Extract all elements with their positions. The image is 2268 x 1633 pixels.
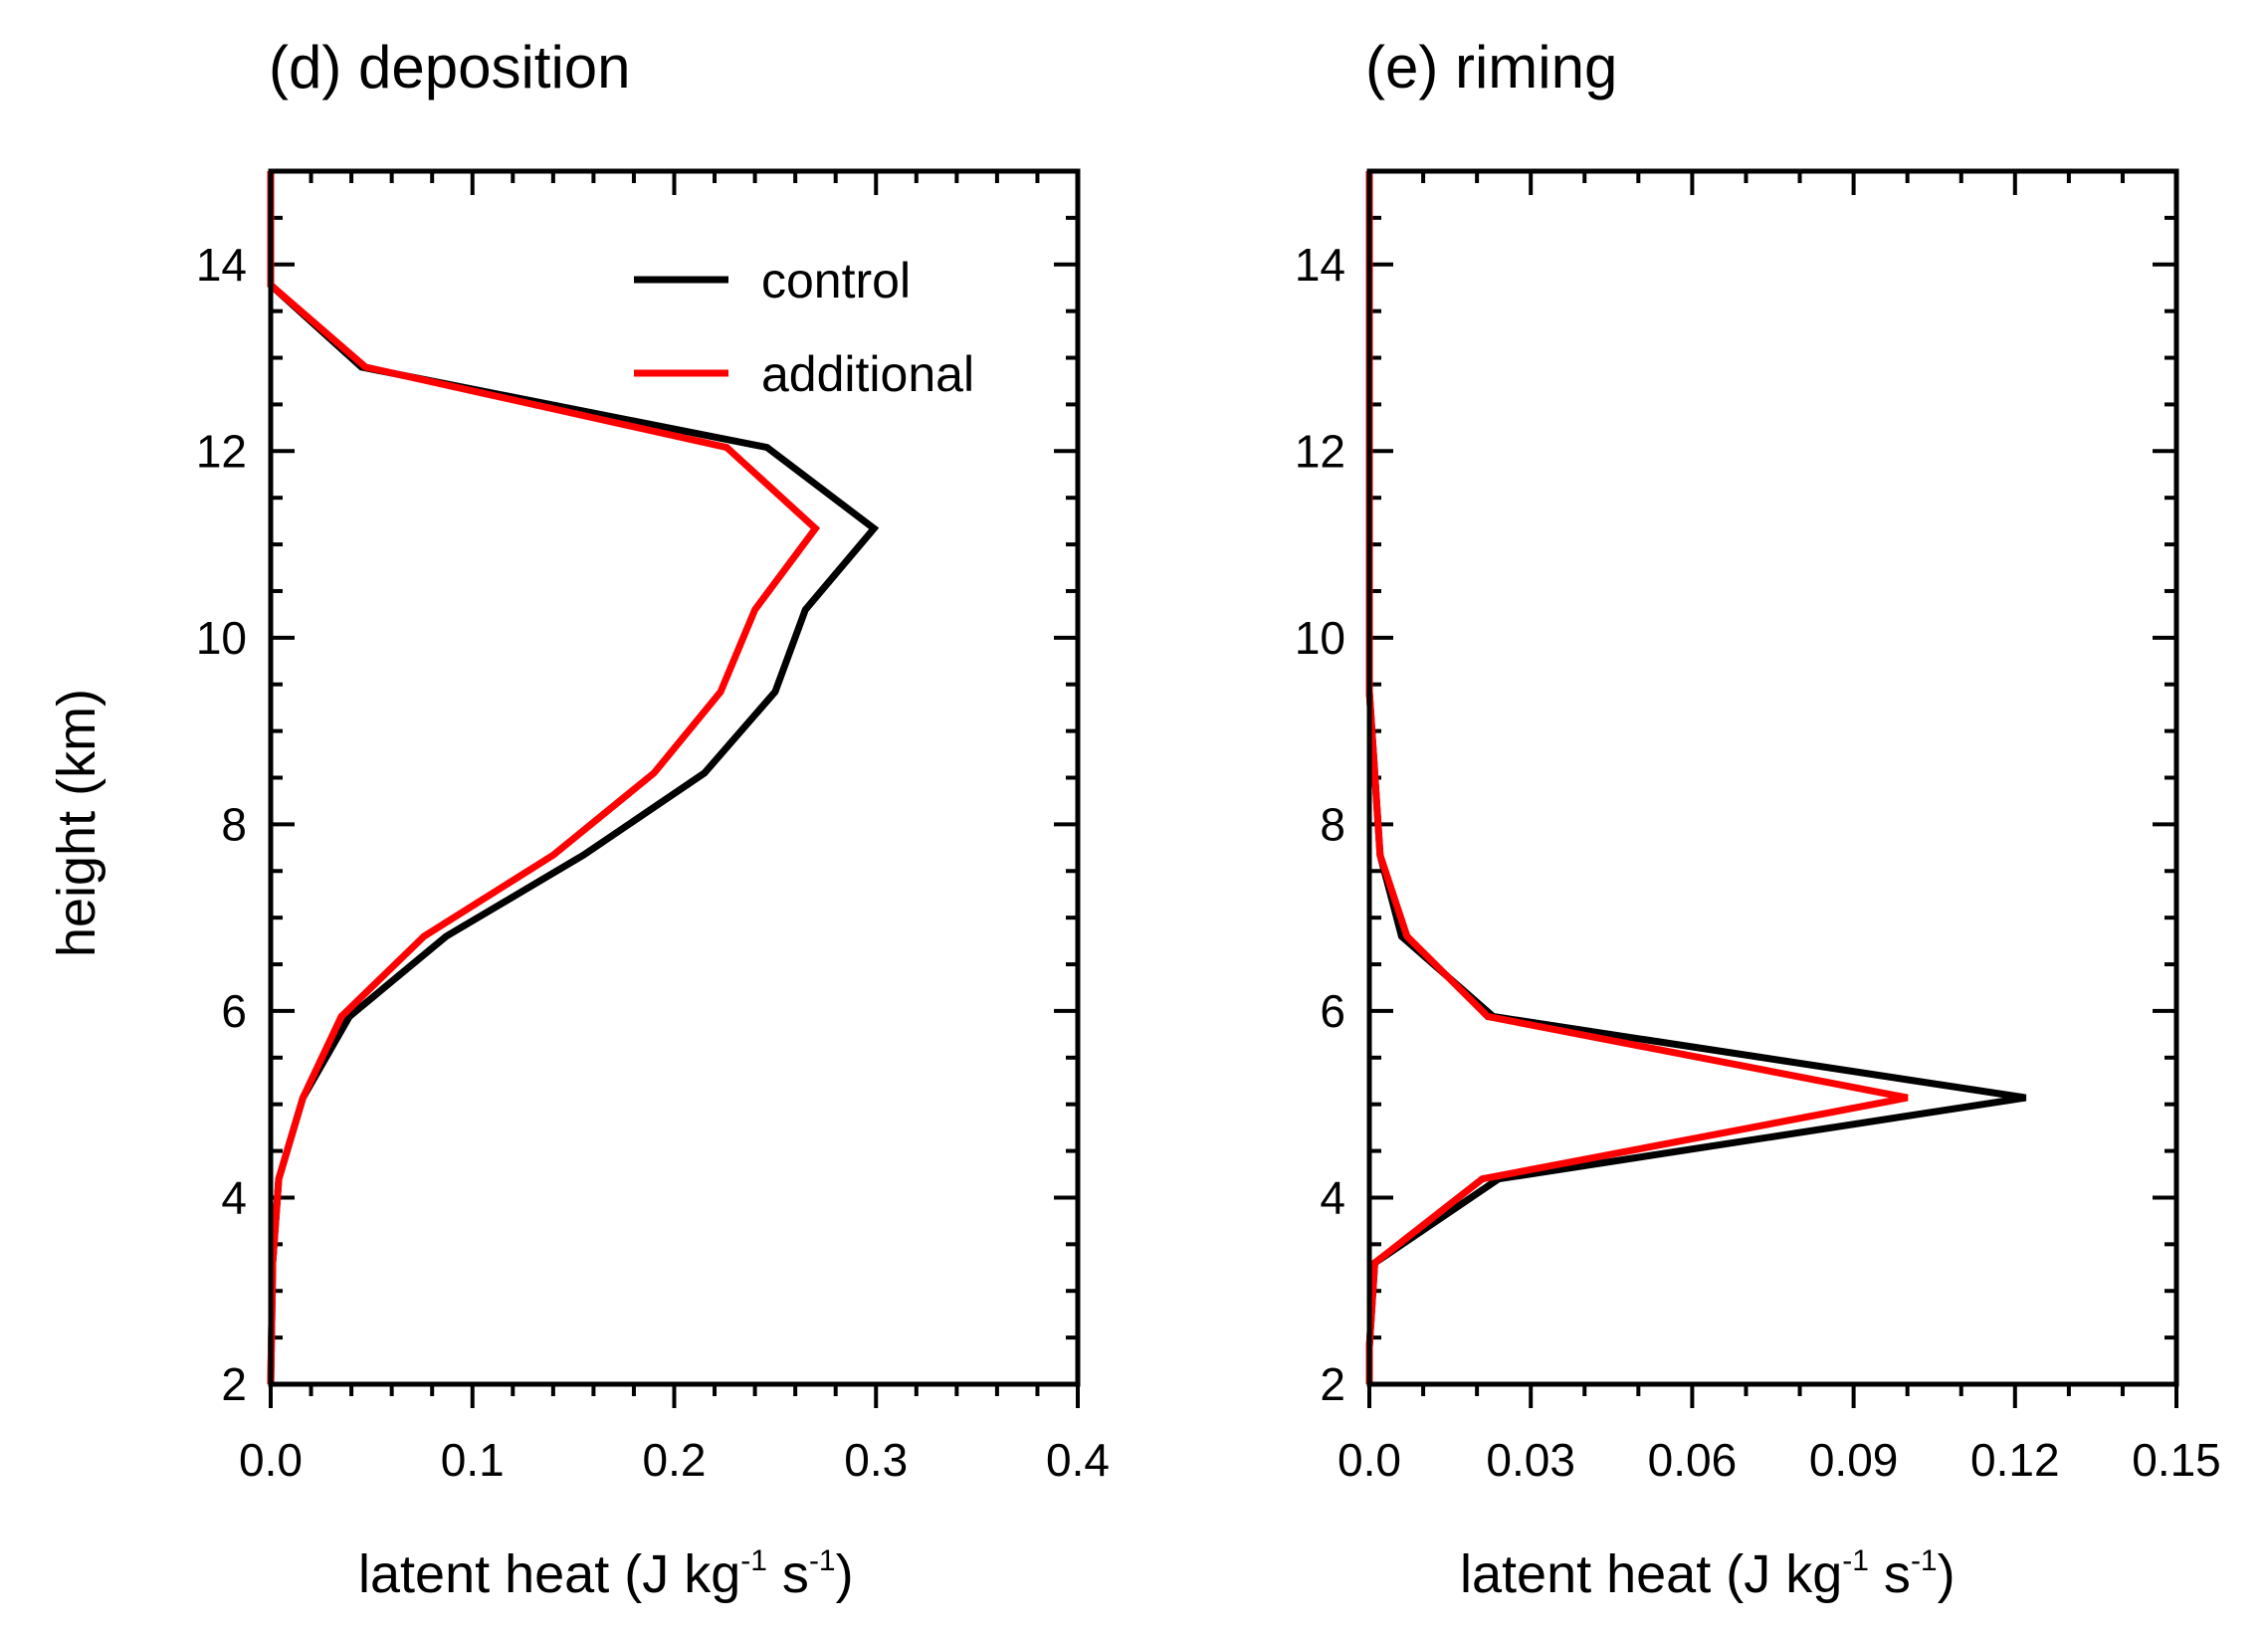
panel-e-ticks: 2 4 6 8 10 12 14 0.0 0.03 0.06 0.09 0.12 0.15 [1295, 169, 2221, 1486]
panel-e-ytick-label: 10 [1295, 612, 1345, 664]
panel-e-xtick-label: 0.06 [1648, 1434, 1738, 1486]
panel-e-ytick-label: 8 [1320, 798, 1345, 850]
panel-riming: (e) riming latent heat (J kg-1 s-1) 2468… [1295, 34, 2221, 1604]
panel-e-series-additional [1365, 171, 1909, 1384]
panel-d-xlabel: latent heat (J kg-1 s-1) [358, 1544, 854, 1604]
panel-e-xtick-label: 0.12 [1970, 1434, 2060, 1486]
panel-d-ytick-label: 2 [221, 1358, 247, 1410]
panel-e-frame [1366, 168, 2179, 1387]
panel-d-title: (d) deposition [269, 34, 631, 101]
panel-e-xlabel-end: ) [1938, 1544, 1956, 1604]
panel-d-xlabel-end: ) [836, 1544, 854, 1604]
panel-d-ytick-label: 12 [196, 425, 247, 477]
panel-d-xlabel-exp1: -1 [740, 1544, 767, 1577]
panel-d-ylabel: height (km) [47, 689, 106, 957]
panel-e-xlabel-main: latent heat (J kg [1460, 1544, 1842, 1604]
panel-d-series-additional [267, 171, 821, 1385]
panel-e-ytick-label: 14 [1295, 239, 1345, 291]
panel-d-xlabel-mid: s [767, 1544, 809, 1604]
legend-control-label: control [761, 253, 911, 308]
panel-d-xtick-label: 0.1 [441, 1434, 505, 1486]
panel-d-xlabel-exp2: -1 [809, 1544, 836, 1577]
panel-d-xtick-label: 0.3 [844, 1434, 908, 1486]
panel-e-ytick-label: 6 [1320, 985, 1345, 1037]
panel-e-xlabel: latent heat (J kg-1 s-1) [1460, 1544, 1956, 1604]
panel-e-xtick-label: 0.03 [1486, 1434, 1575, 1486]
panel-e-series-control [1365, 171, 2027, 1384]
panel-e-series [1365, 171, 2027, 1384]
panel-d-ytick-label: 4 [221, 1171, 247, 1223]
panel-e-xtick-label: 0.09 [1809, 1434, 1899, 1486]
panel-d-xtick-label: 0.2 [643, 1434, 707, 1486]
panel-d-ytick-label: 8 [221, 798, 247, 850]
panel-deposition: (d) deposition height (km) latent heat (… [47, 34, 1110, 1604]
panel-e-ytick-label: 4 [1320, 1171, 1345, 1223]
panel-d-ytick-label: 10 [196, 612, 247, 664]
legend: control additional [634, 253, 974, 402]
panel-e-title: (e) riming [1365, 34, 1617, 101]
panel-e-xtick-label: 0.15 [2132, 1434, 2221, 1486]
panel-d-series [267, 171, 880, 1385]
panel-d-frame [268, 168, 1081, 1387]
panel-e-xtick-label: 0.0 [1338, 1434, 1401, 1486]
panel-d-xlabel-main: latent heat (J kg [358, 1544, 740, 1604]
legend-additional-label: additional [761, 346, 974, 402]
panel-d-xtick-label: 0.4 [1046, 1434, 1110, 1486]
panel-e-ytick-label: 2 [1320, 1358, 1345, 1410]
panel-e-ytick-label: 12 [1295, 425, 1345, 477]
panel-e-xlabel-exp1: -1 [1842, 1544, 1869, 1577]
panel-d-xtick-label: 0.0 [239, 1434, 303, 1486]
panel-d-ytick-label: 14 [196, 239, 247, 291]
panel-e-xlabel-mid: s [1869, 1544, 1911, 1604]
panel-d-ytick-label: 6 [221, 985, 247, 1037]
panel-e-xlabel-exp2: -1 [1911, 1544, 1938, 1577]
